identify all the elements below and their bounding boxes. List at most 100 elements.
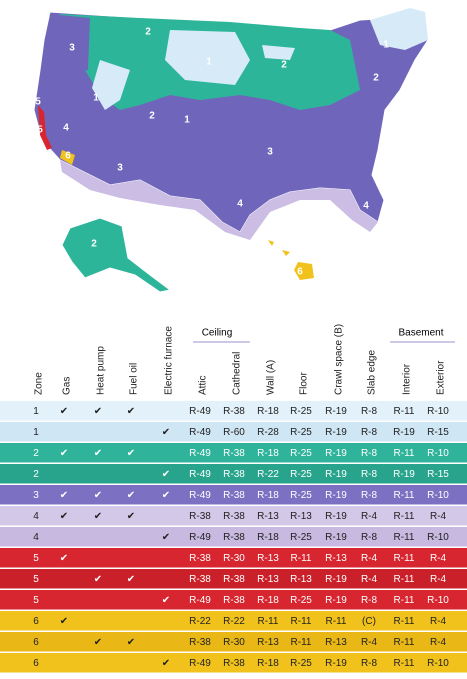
fuel-check: ✔	[127, 448, 135, 459]
r-value: R-10	[427, 532, 449, 543]
r-value: R-18	[257, 490, 279, 501]
r-value: R-18	[257, 532, 279, 543]
r-value: R-19	[325, 595, 347, 606]
fuel-check: ✔	[162, 427, 170, 438]
row-band	[0, 527, 467, 547]
column-header: Exterior	[436, 360, 447, 395]
table: Ceiling Basement	[193, 328, 455, 343]
r-value: R-8	[361, 658, 378, 669]
r-value: R-10	[427, 658, 449, 669]
fuel-check: ✔	[127, 511, 135, 522]
r-value: R-49	[189, 469, 211, 480]
fuel-check: ✔	[162, 658, 170, 669]
fuel-check: ✔	[60, 553, 68, 564]
r-value: R-22	[257, 469, 279, 480]
zone-label: 1	[383, 40, 389, 51]
r-value: R-38	[189, 553, 211, 564]
r-value: R-25	[290, 406, 312, 417]
r-value: R-25	[290, 490, 312, 501]
r-value: R-11	[394, 595, 415, 606]
fuel-check: ✔	[60, 616, 68, 627]
r-value: R-13	[325, 553, 347, 564]
r-value: R-49	[189, 658, 211, 669]
zone-3-northwest	[46, 14, 90, 75]
r-value: R-11	[394, 637, 415, 648]
row-band	[0, 632, 467, 652]
zone-label: 4	[63, 123, 69, 134]
column-header: Electric furnace	[164, 326, 175, 395]
r-value: R-4	[430, 616, 447, 627]
r-value: R-38	[223, 595, 245, 606]
r-value: R-25	[290, 448, 312, 459]
r-value: R-8	[361, 427, 378, 438]
fuel-check: ✔	[60, 448, 68, 459]
r-value: R-22	[223, 616, 245, 627]
r-value: R-4	[361, 511, 378, 522]
r-value: R-19	[325, 658, 347, 669]
zone-label: 5	[37, 125, 43, 136]
r-value: R-19	[325, 469, 347, 480]
fuel-check: ✔	[94, 448, 102, 459]
zone-cell: 1	[33, 427, 39, 438]
fuel-check: ✔	[60, 490, 68, 501]
column-header: Fuel oil	[129, 363, 140, 395]
zone-cell: 2	[33, 469, 39, 480]
zone-cell: 6	[33, 616, 39, 627]
r-value: R-30	[223, 553, 245, 564]
zone-label: 3	[117, 163, 123, 174]
fuel-check: ✔	[60, 406, 68, 417]
column-header: Interior	[402, 363, 413, 395]
r-value: R-38	[223, 658, 245, 669]
group-header: Basement	[398, 328, 443, 339]
column-header: Wall (A)	[266, 360, 277, 395]
r-value: R-11	[258, 616, 279, 627]
zone-label: 3	[267, 147, 273, 158]
zone-6-socal	[60, 150, 75, 165]
zone-cell: 4	[33, 511, 39, 522]
zone-label: 4	[363, 201, 369, 212]
column-header: Heat pump	[96, 346, 107, 395]
r-value: R-25	[290, 427, 312, 438]
zone-cell: 4	[33, 532, 39, 543]
row-band	[0, 401, 467, 421]
fuel-check: ✔	[94, 490, 102, 501]
r-value: R-8	[361, 406, 378, 417]
column-header: Zone	[34, 372, 45, 395]
r-value: (C)	[362, 616, 376, 627]
r-value: R-11	[291, 637, 312, 648]
zone-1-michigan	[262, 45, 295, 60]
r-value: R-28	[257, 427, 279, 438]
r-value: R-11	[394, 511, 415, 522]
r-value: R-25	[290, 595, 312, 606]
r-value: R-8	[361, 595, 378, 606]
zone-label: 1	[206, 57, 212, 68]
zone-4-south	[60, 160, 378, 240]
r-value: R-38	[189, 574, 211, 585]
r-value: R-15	[427, 427, 449, 438]
r-value: R-4	[361, 574, 378, 585]
column-header: Slab edge	[367, 350, 378, 395]
fuel-check: ✔	[162, 595, 170, 606]
r-value: R-19	[325, 511, 347, 522]
zone-label: 2	[149, 111, 155, 122]
fuel-check: ✔	[127, 490, 135, 501]
r-value: R-11	[291, 616, 312, 627]
r-value: R-38	[223, 406, 245, 417]
zone-label: 2	[281, 60, 287, 71]
row-band	[0, 422, 467, 442]
r-value: R-38	[223, 469, 245, 480]
row-band	[0, 569, 467, 589]
r-value: R-38	[189, 637, 211, 648]
zone-cell: 5	[33, 574, 39, 585]
r-value: R-10	[427, 490, 449, 501]
r-value: R-18	[257, 658, 279, 669]
r-value: R-49	[189, 406, 211, 417]
r-value: R-19	[325, 574, 347, 585]
r-value: R-15	[427, 469, 449, 480]
r-value: R-30	[223, 637, 245, 648]
zone-cell: 3	[33, 490, 39, 501]
zone-label: 1	[184, 115, 190, 126]
zone-cell: 1	[33, 406, 39, 417]
r-value: R-49	[189, 448, 211, 459]
